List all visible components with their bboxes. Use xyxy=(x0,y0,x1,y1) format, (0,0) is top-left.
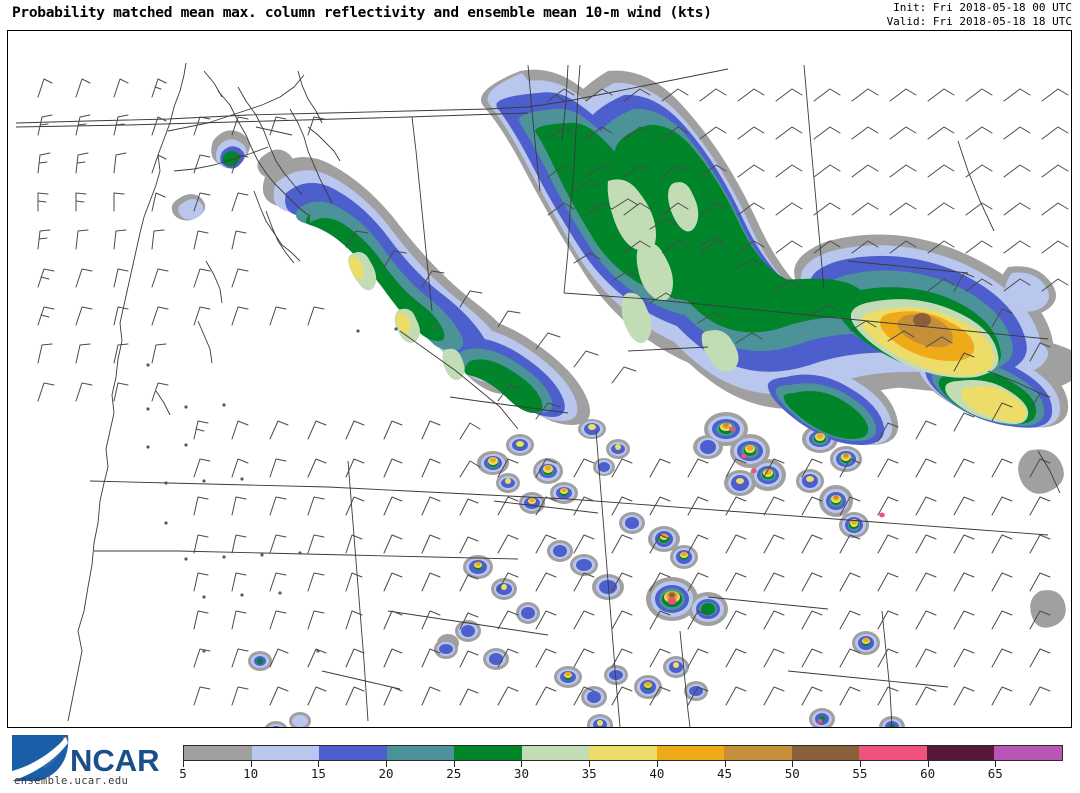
page-title: Probability matched mean max. column ref… xyxy=(12,5,712,21)
geography-lines xyxy=(15,62,1061,727)
colorbar-swatch-65[interactable] xyxy=(994,746,1062,760)
colorbar-swatch-30[interactable] xyxy=(521,746,590,760)
colorbar-label-15: 15 xyxy=(310,766,326,781)
ncar-url-label: ensemble.ucar.edu xyxy=(14,775,129,787)
colorbar-tick-10 xyxy=(250,761,252,767)
init-time-label: Init: Fri 2018-05-18 00 UTC xyxy=(893,1,1072,14)
colorbar-swatch-5[interactable] xyxy=(184,746,252,760)
colorbar-tick-30 xyxy=(521,761,523,767)
valid-time-label: Valid: Fri 2018-05-18 18 UTC xyxy=(886,14,1072,28)
colorbar-swatch-10[interactable] xyxy=(251,746,320,760)
colorbar-tick-50 xyxy=(792,761,794,767)
header-bar: Probability matched mean max. column ref… xyxy=(0,0,1080,30)
colorbar-label-5: 5 xyxy=(179,766,187,781)
footer-bar: NCAR ensemble.ucar.edu 5 10 15 20 25 30 35 40 45… xyxy=(0,729,1080,792)
colorbar-swatch-60[interactable] xyxy=(926,746,995,760)
colorbar-label-20: 20 xyxy=(378,766,394,781)
colorbar-label-50: 50 xyxy=(784,766,800,781)
colorbar[interactable]: 5 10 15 20 25 30 35 40 45 50 55 60 65 xyxy=(179,745,1063,789)
ncar-logo[interactable]: NCAR xyxy=(8,731,178,789)
colorbar-swatches[interactable] xyxy=(183,745,1063,761)
colorbar-tick-25 xyxy=(453,761,455,767)
colorbar-label-35: 35 xyxy=(581,766,597,781)
colorbar-label-60: 60 xyxy=(920,766,936,781)
colorbar-tick-60 xyxy=(927,761,929,767)
colorbar-label-45: 45 xyxy=(717,766,733,781)
reflectivity-level-50 xyxy=(669,313,931,598)
colorbar-tick-45 xyxy=(724,761,726,767)
colorbar-swatch-40[interactable] xyxy=(656,746,725,760)
colorbar-swatch-25[interactable] xyxy=(454,746,522,760)
reflectivity-map[interactable] xyxy=(8,31,1071,727)
colorbar-tick-5 xyxy=(183,761,184,767)
ncar-swoosh-icon xyxy=(12,735,69,781)
colorbar-label-25: 25 xyxy=(446,766,462,781)
map-panel[interactable] xyxy=(7,30,1072,728)
colorbar-swatch-35[interactable] xyxy=(589,746,657,760)
colorbar-tick-55 xyxy=(859,761,861,767)
colorbar-label-30: 30 xyxy=(513,766,529,781)
colorbar-tick-15 xyxy=(318,761,320,767)
colorbar-swatch-15[interactable] xyxy=(319,746,387,760)
calm-wind-dots xyxy=(146,325,436,653)
colorbar-tick-20 xyxy=(386,761,388,767)
colorbar-label-65: 65 xyxy=(987,766,1003,781)
colorbar-label-10: 10 xyxy=(243,766,259,781)
colorbar-swatch-50[interactable] xyxy=(791,746,860,760)
wind-barb-field xyxy=(37,78,1069,706)
ncar-wordmark: NCAR xyxy=(70,743,160,778)
reflectivity-contours xyxy=(171,69,1071,727)
colorbar-label-55: 55 xyxy=(852,766,868,781)
colorbar-swatch-55[interactable] xyxy=(859,746,927,760)
forecast-time-stamp: Init: Fri 2018-05-18 00 UTC Valid: Fri 2… xyxy=(887,1,1072,28)
colorbar-tick-65 xyxy=(995,761,997,767)
colorbar-tick-40 xyxy=(656,761,658,767)
colorbar-ticks xyxy=(183,761,1063,767)
colorbar-tick-labels: 5 10 15 20 25 30 35 40 45 50 55 60 65 xyxy=(179,766,1063,786)
colorbar-tick-35 xyxy=(589,761,591,767)
colorbar-swatch-45[interactable] xyxy=(724,746,792,760)
colorbar-label-40: 40 xyxy=(649,766,665,781)
colorbar-swatch-20[interactable] xyxy=(386,746,455,760)
reflectivity-level-55 xyxy=(667,426,885,723)
